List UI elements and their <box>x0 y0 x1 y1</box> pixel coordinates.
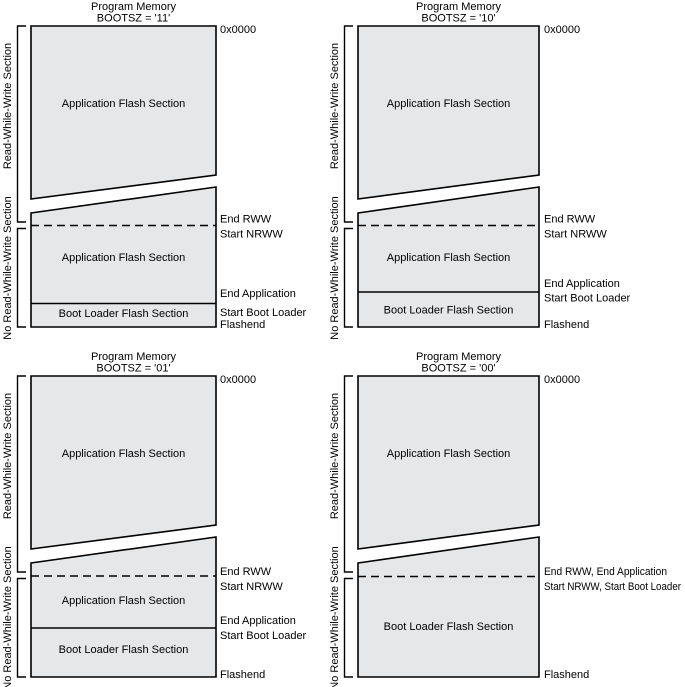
nrww-bracket <box>16 577 26 678</box>
addr-start: 0x0000 <box>220 24 256 36</box>
label-flashend: Flashend <box>544 319 589 331</box>
nrww-section-label: No Read-While-Write Section <box>329 546 341 687</box>
rww-section-label: Read-While-Write Section <box>2 43 14 169</box>
label-end-rww: End RWW <box>220 566 272 578</box>
nrww-bracket <box>343 227 353 328</box>
application-flash-label-top: Application Flash Section <box>387 448 511 460</box>
title-line2: BOOTSZ = '00' <box>421 363 495 375</box>
boot-loader-flash-label: Boot Loader Flash Section <box>59 308 189 320</box>
rww-flash-polygon <box>357 375 540 550</box>
label-end-application: End Application <box>220 615 296 627</box>
application-flash-label-mid: Application Flash Section <box>62 252 186 264</box>
label-start-boot-loader: Start Boot Loader <box>544 293 631 305</box>
label-flashend: Flashend <box>220 319 265 331</box>
diagram-bootsz-01: Program Memory BOOTSZ = '01' Read-While-… <box>2 351 307 687</box>
rww-section-label: Read-While-Write Section <box>329 393 341 519</box>
nrww-section-label: No Read-While-Write Section <box>329 196 341 339</box>
label-flashend: Flashend <box>220 669 265 681</box>
nrww-flash-polygon <box>30 536 217 678</box>
application-flash-label-mid: Application Flash Section <box>62 595 186 607</box>
addr-start: 0x0000 <box>220 374 256 386</box>
application-flash-label-mid: Application Flash Section <box>387 252 511 264</box>
label-start-nrww: Start NRWW <box>220 581 283 593</box>
nrww-section-label: No Read-While-Write Section <box>2 546 14 687</box>
boot-loader-flash-label: Boot Loader Flash Section <box>384 621 514 633</box>
rww-section-label: Read-While-Write Section <box>329 43 341 169</box>
label-end-rww: End RWW <box>544 214 596 226</box>
nrww-section-label: No Read-While-Write Section <box>2 196 14 339</box>
application-flash-label-top: Application Flash Section <box>62 98 186 110</box>
addr-start: 0x0000 <box>544 374 580 386</box>
boot-loader-flash-label: Boot Loader Flash Section <box>59 644 189 656</box>
application-flash-label-top: Application Flash Section <box>387 98 511 110</box>
nrww-flash-polygon <box>357 536 540 678</box>
title-line2: BOOTSZ = '11' <box>97 13 170 25</box>
rww-bracket <box>343 375 353 573</box>
diagram-bootsz-00: Program Memory BOOTSZ = '00' Read-While-… <box>329 351 681 687</box>
rww-bracket <box>343 25 353 223</box>
rww-flash-polygon <box>30 375 217 550</box>
title-line1: Program Memory <box>416 351 501 363</box>
boot-loader-flash-label: Boot Loader Flash Section <box>384 305 514 317</box>
title-line1: Program Memory <box>91 1 176 13</box>
title-line1: Program Memory <box>416 1 501 13</box>
nrww-flash-polygon <box>30 186 217 328</box>
title-line2: BOOTSZ = '10' <box>421 13 495 25</box>
label-start-nrww: Start NRWW <box>544 229 607 241</box>
label-start-boot-loader: Start Boot Loader <box>220 307 307 319</box>
rww-bracket <box>16 25 26 223</box>
title-line2: BOOTSZ = '01' <box>96 363 170 375</box>
addr-start: 0x0000 <box>544 24 580 36</box>
rww-bracket <box>16 375 26 573</box>
label-start-boot-loader: Start Boot Loader <box>220 630 307 642</box>
label-end-application: End Application <box>544 278 620 290</box>
label-end-application: End Application <box>220 288 296 300</box>
label-start-nrww-start-boot-loader: Start NRWW, Start Boot Loader <box>544 581 681 593</box>
label-start-nrww: Start NRWW <box>220 229 283 241</box>
rww-flash-polygon <box>357 25 540 200</box>
label-end-rww-end-application: End RWW, End Application <box>544 566 667 578</box>
nrww-bracket <box>16 227 26 328</box>
label-end-rww: End RWW <box>220 214 272 226</box>
rww-flash-polygon <box>30 25 217 200</box>
nrww-bracket <box>343 577 353 678</box>
diagram-bootsz-10: Program Memory BOOTSZ = '10' Read-While-… <box>329 1 631 340</box>
rww-section-label: Read-While-Write Section <box>2 393 14 519</box>
diagram-bootsz-11: Program Memory BOOTSZ = '11' Read-While-… <box>2 1 307 340</box>
label-flashend: Flashend <box>544 669 589 681</box>
title-line1: Program Memory <box>91 351 176 363</box>
application-flash-label-top: Application Flash Section <box>62 448 186 460</box>
